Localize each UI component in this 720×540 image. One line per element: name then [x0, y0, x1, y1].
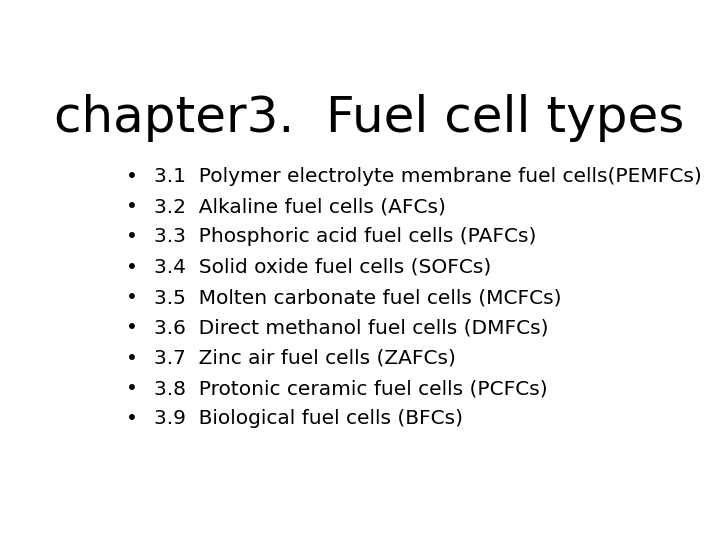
- Text: •: •: [126, 258, 138, 276]
- Text: •: •: [126, 288, 138, 307]
- Text: 3.5  Molten carbonate fuel cells (MCFCs): 3.5 Molten carbonate fuel cells (MCFCs): [154, 288, 562, 307]
- Text: 3.1  Polymer electrolyte membrane fuel cells(PEMFCs): 3.1 Polymer electrolyte membrane fuel ce…: [154, 167, 702, 186]
- Text: 3.4  Solid oxide fuel cells (SOFCs): 3.4 Solid oxide fuel cells (SOFCs): [154, 258, 492, 276]
- Text: 3.7  Zinc air fuel cells (ZAFCs): 3.7 Zinc air fuel cells (ZAFCs): [154, 349, 456, 368]
- Text: •: •: [126, 409, 138, 429]
- Text: chapter3.  Fuel cell types: chapter3. Fuel cell types: [54, 94, 684, 142]
- Text: 3.2  Alkaline fuel cells (AFCs): 3.2 Alkaline fuel cells (AFCs): [154, 197, 446, 216]
- Text: •: •: [126, 319, 138, 338]
- Text: •: •: [126, 227, 138, 246]
- Text: 3.3  Phosphoric acid fuel cells (PAFCs): 3.3 Phosphoric acid fuel cells (PAFCs): [154, 227, 536, 246]
- Text: 3.6  Direct methanol fuel cells (DMFCs): 3.6 Direct methanol fuel cells (DMFCs): [154, 319, 549, 338]
- Text: •: •: [126, 349, 138, 368]
- Text: •: •: [126, 167, 138, 186]
- Text: 3.9  Biological fuel cells (BFCs): 3.9 Biological fuel cells (BFCs): [154, 409, 463, 429]
- Text: 3.8  Protonic ceramic fuel cells (PCFCs): 3.8 Protonic ceramic fuel cells (PCFCs): [154, 379, 548, 398]
- Text: •: •: [126, 379, 138, 398]
- Text: •: •: [126, 197, 138, 216]
